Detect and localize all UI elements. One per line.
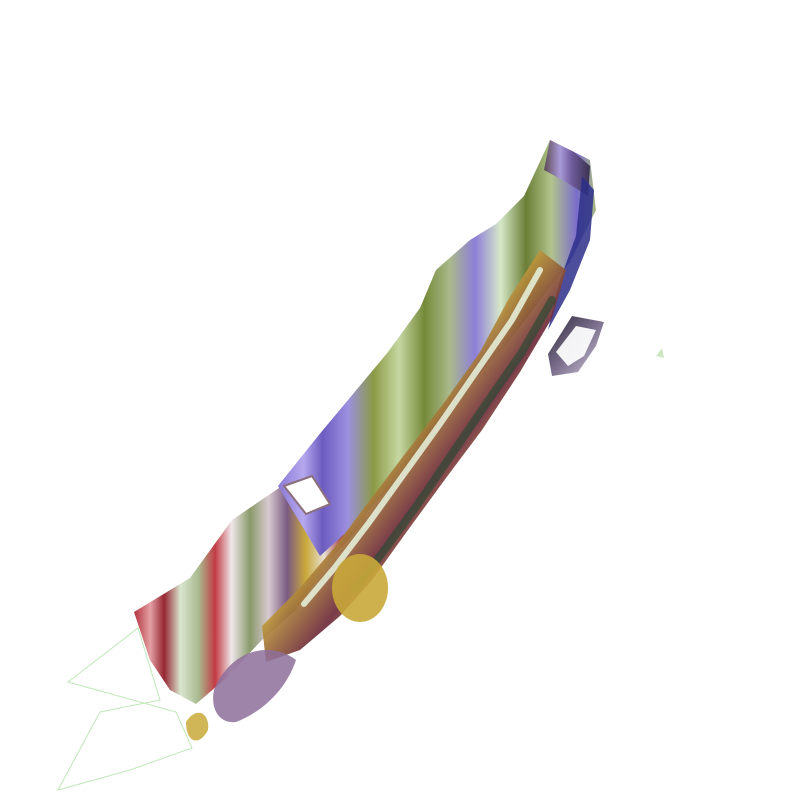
faint-outline-polygon <box>57 627 193 791</box>
shape-bottom-tip <box>186 712 209 741</box>
tiny-speck <box>656 348 664 358</box>
shape-notch <box>282 474 332 516</box>
shape-dark-streak <box>350 296 556 594</box>
small-floating-block-face <box>556 326 596 366</box>
shape-highlight-streak <box>301 267 543 607</box>
shape-yellow-lobe <box>332 554 388 622</box>
shape-bottom-curl <box>213 650 296 723</box>
streaked-shape-cap <box>544 140 590 196</box>
streaked-shape-upper <box>278 140 596 556</box>
